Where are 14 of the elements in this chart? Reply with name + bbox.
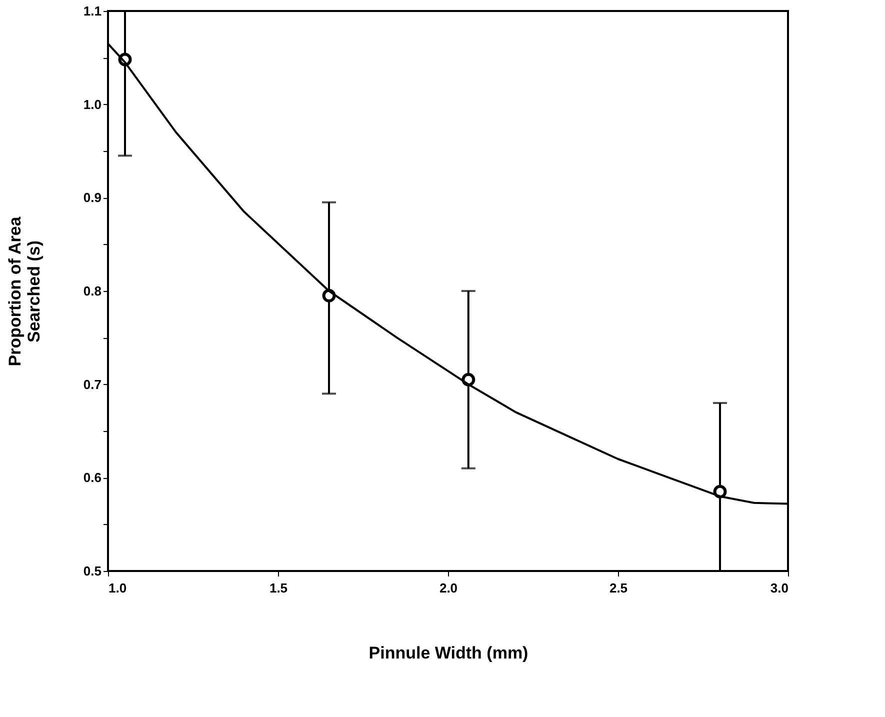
y-tick-label: 0.9 xyxy=(83,190,102,206)
y-tick-label: 0.5 xyxy=(83,564,102,578)
y-tick-label: 0.7 xyxy=(83,376,102,392)
y-tick-label: 0.6 xyxy=(83,470,102,486)
y-tick-label: 1.1 xyxy=(83,4,102,18)
x-tick-label: 1.5 xyxy=(269,580,288,596)
x-tick-label: 1.0 xyxy=(108,580,127,596)
x-tick-label: 2.5 xyxy=(609,580,628,596)
x-axis-title: Pinnule Width (mm) xyxy=(368,644,528,662)
x-tick-label: 3.0 xyxy=(770,580,788,596)
y-tick-label: 0.8 xyxy=(83,284,102,298)
x-tick-label: 2.0 xyxy=(439,580,458,596)
y-axis-title: Proportion of Area Searched (s) xyxy=(5,216,44,366)
y-tick-label: 1.0 xyxy=(83,96,102,112)
